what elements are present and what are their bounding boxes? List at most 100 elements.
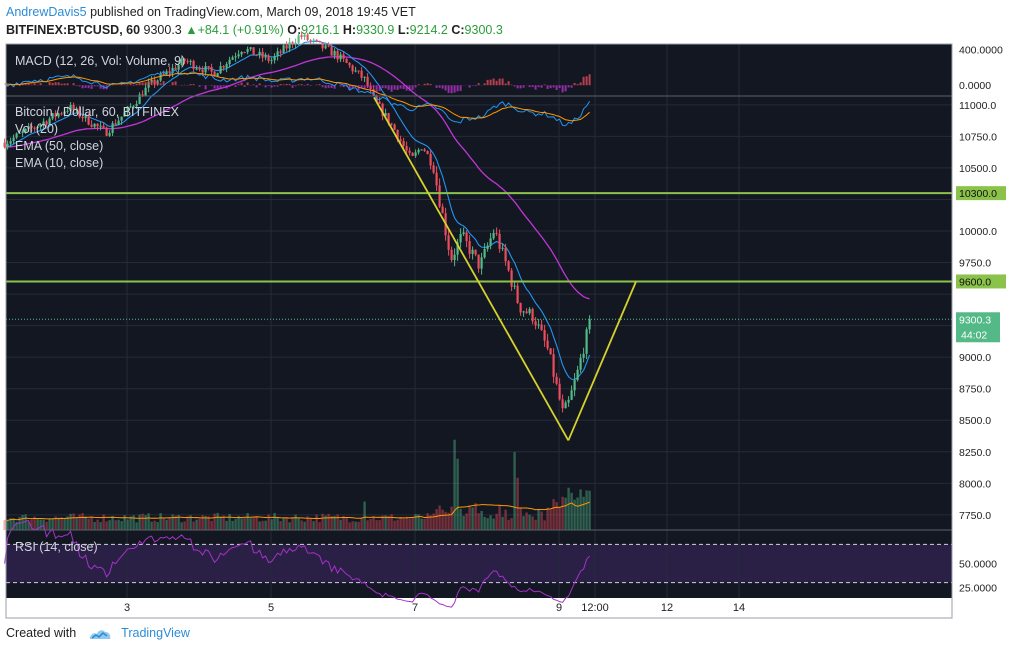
macd-histogram-bar — [570, 85, 573, 88]
volume-bar — [405, 516, 408, 530]
volume-bar — [132, 515, 135, 530]
candle — [348, 62, 351, 66]
candle — [282, 45, 285, 53]
candle — [267, 55, 270, 62]
volume-bar — [408, 518, 411, 530]
macd-histogram-bar — [291, 85, 294, 88]
macd-pane — [4, 69, 591, 127]
volume-bar — [468, 505, 471, 530]
macd-histogram-bar — [51, 82, 54, 86]
candle — [60, 113, 63, 115]
candle — [324, 45, 327, 49]
volume-bar — [93, 521, 96, 530]
macd-histogram-bar — [588, 74, 591, 86]
candle — [450, 249, 453, 261]
candle — [27, 126, 30, 129]
candle — [78, 108, 81, 117]
volume-bar — [270, 519, 273, 530]
price-tick-label: 7750.0 — [959, 510, 991, 522]
macd-legend: MACD (12, 26, Vol: Volume, 9) — [15, 54, 185, 68]
candle — [33, 127, 36, 129]
volume-bar — [189, 515, 192, 530]
macd-histogram-bar — [489, 79, 492, 86]
volume-bar — [399, 517, 402, 530]
macd-histogram-bar — [369, 85, 372, 89]
candle — [438, 185, 441, 207]
volume-bar — [381, 515, 384, 530]
author-link[interactable]: AndrewDavis5 — [6, 5, 87, 19]
volume-bar — [150, 521, 153, 530]
macd-tick-label: 0.0000 — [959, 80, 991, 92]
candle — [168, 71, 171, 73]
macd-histogram-bar — [243, 85, 246, 87]
volume-bar — [174, 515, 177, 530]
macd-signal-line — [4, 72, 590, 122]
trend-line — [567, 281, 637, 441]
candle — [237, 54, 240, 57]
volume-bar — [225, 520, 228, 530]
macd-histogram-bar — [342, 85, 345, 88]
price-tick-label: 10500.0 — [959, 163, 997, 175]
volume-bar — [81, 513, 84, 530]
candle — [576, 369, 579, 380]
time-tick-label: 12:00 — [581, 602, 609, 614]
candle — [159, 73, 162, 81]
macd-histogram-bar — [99, 85, 102, 89]
volume-bar — [48, 518, 51, 530]
candle — [141, 94, 144, 97]
volume-bar — [342, 515, 345, 530]
volume-legend: Vol (20) — [15, 122, 58, 136]
volume-bars — [3, 439, 591, 530]
volume-bar — [123, 515, 126, 530]
volume-bar — [24, 514, 27, 530]
candle — [345, 58, 348, 63]
candle — [453, 254, 456, 261]
macd-histogram-bar — [54, 82, 57, 86]
candle — [18, 132, 21, 134]
macd-histogram-bar — [504, 83, 507, 86]
macd-histogram-bar — [33, 83, 36, 86]
candle — [441, 206, 444, 214]
volume-bar — [105, 521, 108, 530]
candle — [129, 106, 132, 108]
candle — [75, 108, 78, 111]
volume-bar — [345, 517, 348, 530]
macd-histogram-bar — [378, 85, 381, 92]
macd-histogram-bar — [543, 84, 546, 86]
macd-histogram-bar — [501, 78, 504, 86]
macd-histogram-bar — [294, 85, 297, 87]
macd-histogram-bar — [213, 85, 216, 89]
candles — [3, 31, 591, 413]
macd-histogram-bar — [234, 85, 237, 87]
macd-histogram-bar — [450, 85, 453, 94]
volume-bar — [195, 519, 198, 530]
volume-bar — [411, 517, 414, 530]
volume-bar — [585, 490, 588, 530]
candle — [420, 149, 423, 151]
macd-histogram-bar — [522, 85, 525, 88]
tradingview-link[interactable]: TradingView — [121, 626, 190, 640]
volume-bar — [108, 520, 111, 530]
volume-bar — [390, 514, 393, 530]
macd-histogram-bar — [27, 83, 30, 86]
volume-bar — [87, 518, 90, 530]
macd-histogram-bar — [39, 83, 42, 86]
candle — [126, 106, 129, 113]
volume-bar — [579, 489, 582, 530]
candle — [12, 137, 15, 142]
candle — [276, 51, 279, 57]
volume-bar — [294, 514, 297, 530]
volume-bar — [126, 519, 129, 530]
macd-histogram-bar — [273, 85, 276, 87]
macd-histogram-bar — [384, 85, 387, 89]
time-axis-background — [6, 598, 952, 618]
candle — [459, 234, 462, 243]
macd-histogram-bar — [90, 85, 93, 89]
volume-bar — [492, 518, 495, 530]
candle — [309, 40, 312, 42]
price-tick-label: 11000.0 — [959, 100, 996, 112]
price-tick-label: 9750.0 — [959, 258, 991, 270]
volume-bar — [444, 511, 447, 530]
volume-bar — [3, 520, 6, 530]
